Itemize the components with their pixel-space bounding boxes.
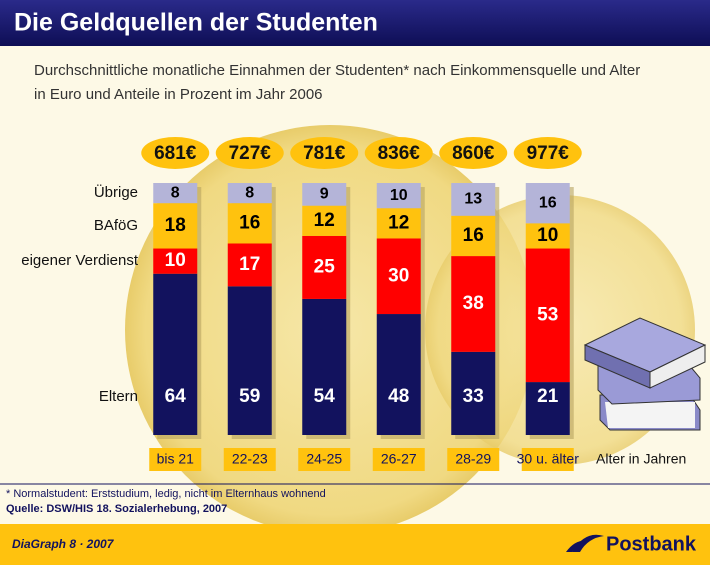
bar-segment <box>227 243 272 287</box>
data-label: 64 <box>165 386 187 407</box>
footnote: * Normalstudent: Erststudium, ledig, nic… <box>6 488 326 500</box>
data-label: 38 <box>463 293 484 314</box>
x-tick-label: 24-25 <box>306 451 342 467</box>
total-badge <box>215 137 284 169</box>
x-tick-label: bis 21 <box>157 451 195 467</box>
data-label: 59 <box>239 386 260 407</box>
bar-segment <box>451 351 496 435</box>
data-label: 10 <box>537 225 558 246</box>
bar-segment <box>153 183 198 204</box>
legend-label: Eltern <box>99 388 138 405</box>
bar-segment <box>302 205 347 236</box>
bar-segment <box>525 183 570 224</box>
bar-segment <box>153 273 198 435</box>
total-badge <box>290 137 359 169</box>
bar-segment <box>376 183 421 209</box>
brand-logo <box>566 534 604 552</box>
bar-segment <box>451 256 496 352</box>
total-label: 781€ <box>303 143 346 164</box>
data-label: 13 <box>464 191 482 208</box>
legend-label: Übrige <box>94 183 138 201</box>
data-label: 10 <box>165 250 186 271</box>
x-tick-label: 26-27 <box>381 451 417 467</box>
bar-segment <box>451 183 496 216</box>
data-label: 16 <box>239 212 260 233</box>
bar-segment <box>302 235 347 299</box>
data-label: 9 <box>320 186 329 203</box>
total-badge <box>513 137 582 169</box>
category-box <box>149 448 202 471</box>
bar-segment <box>302 183 347 206</box>
data-label: 12 <box>388 212 409 233</box>
total-label: 681€ <box>154 143 197 164</box>
chart-title: Die Geldquellen der Studenten <box>14 9 378 37</box>
bar-segment <box>227 183 272 204</box>
source: Quelle: DSW/HIS 18. Sozialerhebung, 2007 <box>6 503 227 515</box>
books-decoration <box>583 317 707 431</box>
bar-segment <box>153 203 198 249</box>
total-badge <box>364 137 433 169</box>
subtitle: Durchschnittliche monatliche Einnahmen d… <box>34 62 640 79</box>
bar-segment <box>302 298 347 435</box>
category-box <box>223 448 276 471</box>
bar-segment <box>376 314 421 435</box>
header-bar <box>0 0 710 46</box>
x-tick-label: 22-23 <box>232 451 268 467</box>
bar-segment <box>525 382 570 435</box>
data-label: 17 <box>239 254 260 275</box>
total-label: 836€ <box>378 143 421 164</box>
data-label: 8 <box>245 184 254 201</box>
bar-segment <box>451 215 496 257</box>
subtitle: in Euro und Anteile in Prozent im Jahr 2… <box>34 86 323 103</box>
data-label: 30 <box>388 265 409 286</box>
total-label: 727€ <box>229 143 272 164</box>
x-tick-label: 28-29 <box>455 451 491 467</box>
footer-text: DiaGraph 8 · 2007 <box>12 537 115 551</box>
bar-segment <box>227 203 272 244</box>
bar-segment <box>376 238 421 315</box>
bar-segment <box>227 286 272 435</box>
data-label: 53 <box>537 304 558 325</box>
data-label: 16 <box>539 194 557 211</box>
data-label: 25 <box>314 256 336 277</box>
data-label: 54 <box>314 386 336 407</box>
data-label: 16 <box>463 225 484 246</box>
category-box <box>521 448 574 471</box>
total-label: 977€ <box>527 143 570 164</box>
legend-label: BAföG <box>94 217 138 234</box>
bar-segment <box>525 223 570 249</box>
data-label: 48 <box>388 386 409 407</box>
x-tick-label: 30 u. älter <box>517 451 580 467</box>
brand: Postbank <box>606 533 697 555</box>
data-label: 12 <box>314 210 335 231</box>
legend-label: eigener Verdienst <box>21 252 139 269</box>
bar-segment <box>376 208 421 239</box>
category-box <box>447 448 500 471</box>
x-axis-label: Alter in Jahren <box>596 451 686 467</box>
bar-segment <box>153 248 198 274</box>
data-label: 8 <box>171 184 180 201</box>
data-label: 10 <box>390 187 408 204</box>
total-badge <box>141 137 210 169</box>
total-badge <box>439 137 508 169</box>
category-box <box>372 448 425 471</box>
data-label: 18 <box>165 215 186 236</box>
total-label: 860€ <box>452 143 495 164</box>
category-box <box>298 448 351 471</box>
footer-bar <box>0 524 710 565</box>
data-label: 21 <box>537 386 559 407</box>
bar-segment <box>525 248 570 383</box>
data-label: 33 <box>463 386 484 407</box>
